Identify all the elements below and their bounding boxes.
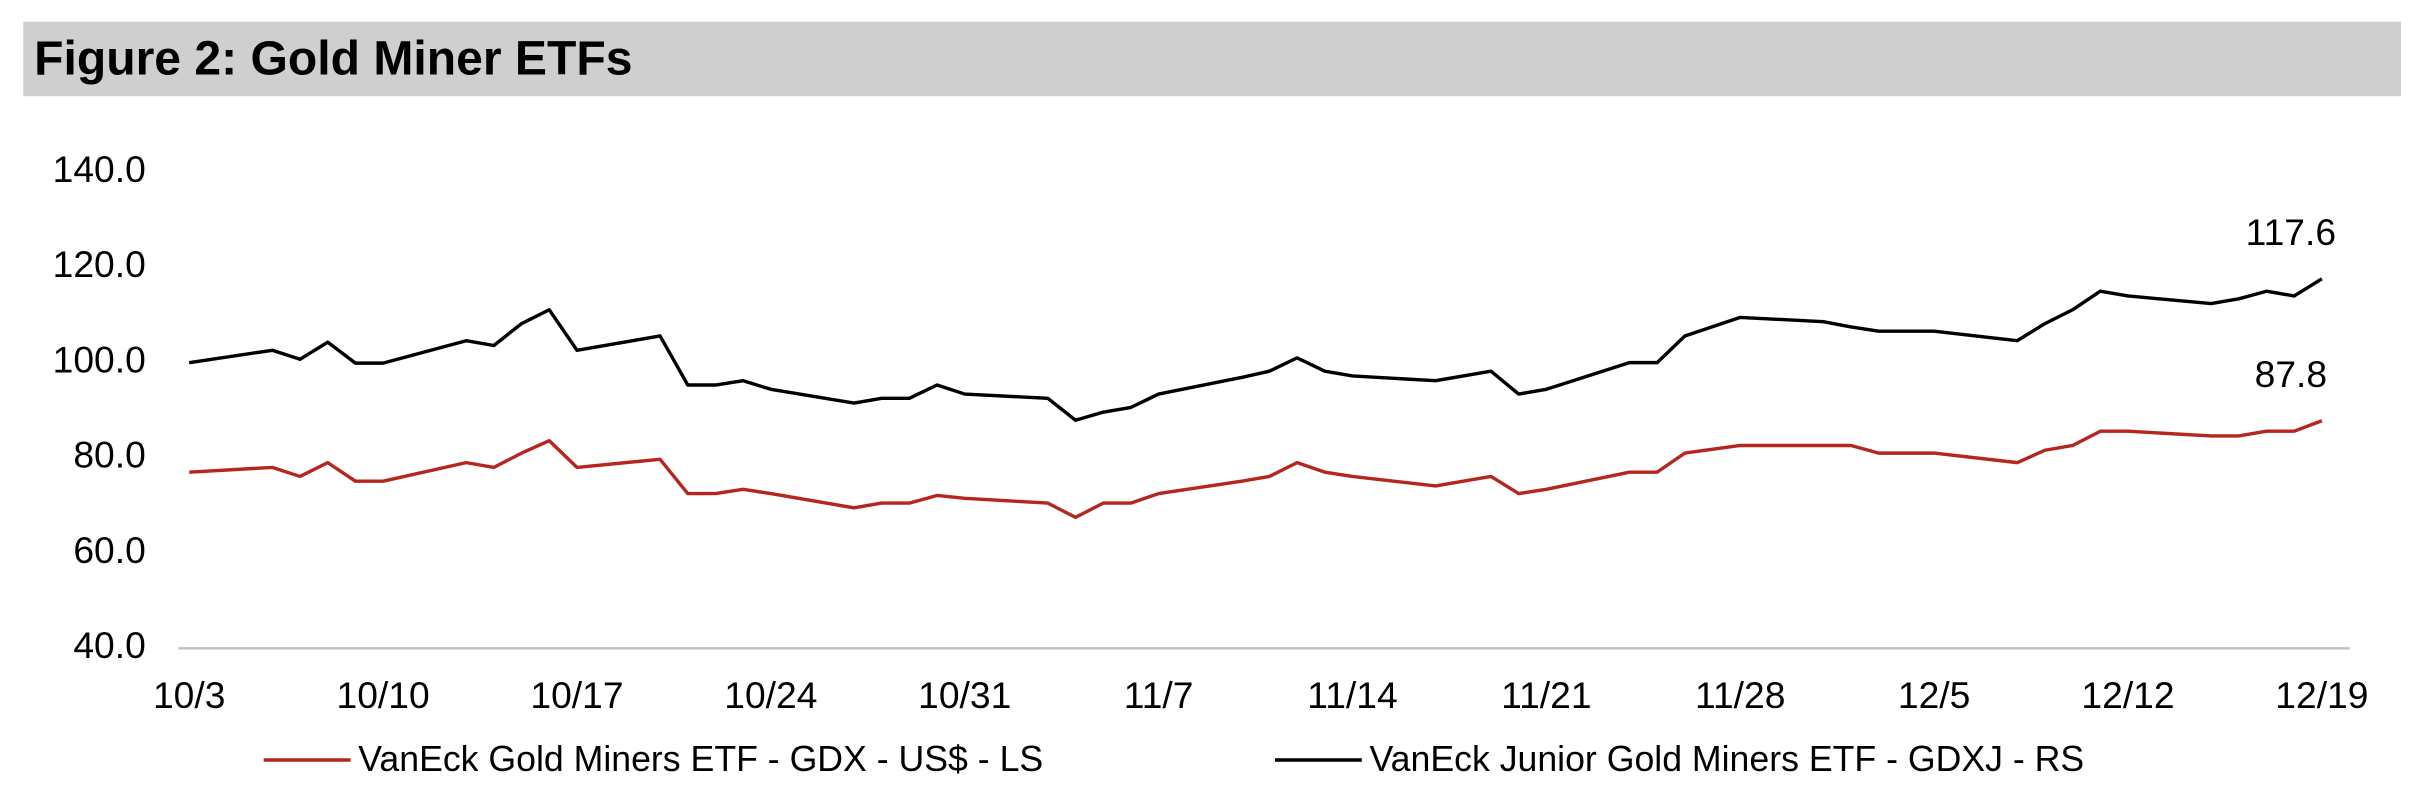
series-line	[188, 277, 2323, 422]
x-tick-label: 10/10	[337, 674, 430, 716]
y-tick-label: 120.0	[53, 243, 146, 285]
x-tick-label: 10/3	[153, 674, 225, 716]
legend-label: VanEck Gold Miners ETF - GDX - US$ - LS	[358, 739, 1043, 779]
data-label: 117.6	[2246, 211, 2336, 253]
x-tick-label: 12/19	[2275, 674, 2368, 716]
y-tick-label: 60.0	[73, 529, 145, 571]
x-tick-label: 11/21	[1501, 674, 1591, 716]
title-bar	[23, 21, 2401, 97]
series-line	[189, 419, 2323, 520]
y-tick-label: 40.0	[73, 624, 145, 666]
x-tick-label: 12/5	[1898, 674, 1970, 716]
x-tick-label: 10/17	[530, 674, 623, 716]
x-tick-label: 12/12	[2081, 674, 2174, 716]
x-tick-label: 11/7	[1124, 674, 1194, 716]
y-tick-label: 80.0	[73, 434, 145, 476]
x-tick-label: 10/24	[724, 674, 817, 716]
y-tick-label: 140.0	[53, 148, 146, 190]
data-label: 87.8	[2255, 353, 2327, 395]
legend-label: VanEck Junior Gold Miners ETF - GDXJ - R…	[1370, 739, 2085, 779]
y-tick-label: 100.0	[53, 338, 146, 380]
x-tick-label: 10/31	[918, 674, 1011, 716]
chart-title: Figure 2: Gold Miner ETFs	[34, 32, 632, 86]
x-tick-label: 11/28	[1695, 674, 1785, 716]
x-tick-label: 11/14	[1307, 674, 1397, 716]
